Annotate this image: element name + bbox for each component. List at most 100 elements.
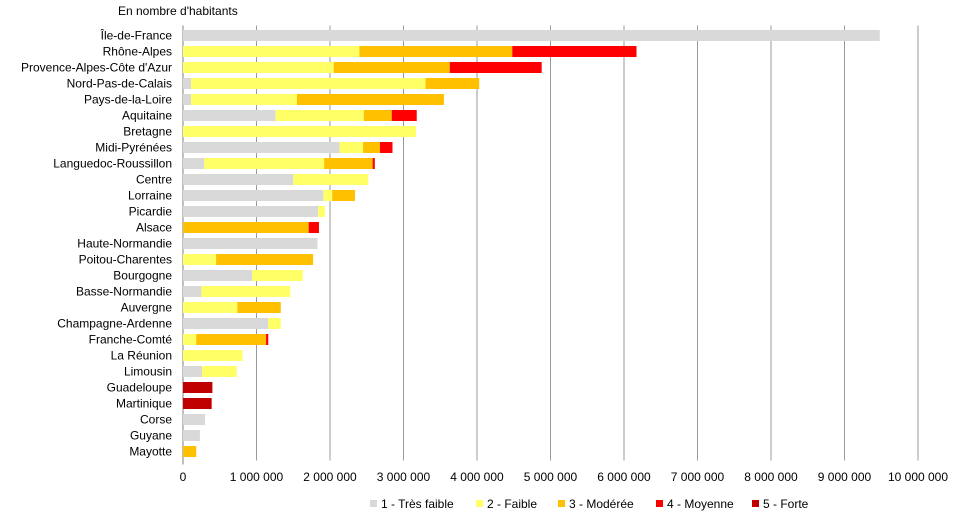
legend: 1 - Très faible 2 - Faible 3 - Modérée 4 - … xyxy=(370,497,809,511)
bar-8-series-4 xyxy=(372,158,375,169)
bar-18-series-1 xyxy=(183,318,269,329)
category-label-15: Bourgogne xyxy=(113,269,172,283)
category-label-19: Franche-Comté xyxy=(89,333,173,347)
bar-1-series-4 xyxy=(512,46,637,57)
category-label-20: La Réunion xyxy=(111,349,172,363)
bar-11-series-1 xyxy=(183,206,319,217)
category-label-22: Guadeloupe xyxy=(107,381,173,395)
bar-16-series-1 xyxy=(183,286,202,297)
legend-label-2: 2 - Faible xyxy=(487,497,537,511)
bar-7-series-2 xyxy=(339,142,364,153)
bar-0-series-1 xyxy=(183,30,880,41)
bar-6-series-2 xyxy=(183,126,416,137)
category-label-13: Haute-Normandie xyxy=(77,237,172,251)
bar-14-series-2 xyxy=(183,254,217,265)
legend-swatch-5 xyxy=(752,500,759,507)
legend-label-1: 1 - Très faible xyxy=(381,497,454,511)
legend-label-4: 4 - Moyenne xyxy=(667,497,734,511)
bar-7-series-1 xyxy=(183,142,340,153)
bar-5-series-1 xyxy=(183,110,276,121)
bar-19-series-4 xyxy=(266,334,269,345)
category-label-3: Nord-Pas-de-Calais xyxy=(67,77,172,91)
category-label-10: Lorraine xyxy=(128,189,172,203)
category-label-21: Limousin xyxy=(124,365,172,379)
bar-22-series-5 xyxy=(183,382,213,393)
x-tick-label-8: 8 000 000 xyxy=(744,470,798,484)
category-label-25: Guyane xyxy=(130,429,172,443)
bar-3-series-2 xyxy=(191,78,426,89)
bar-9-series-1 xyxy=(183,174,294,185)
legend-swatch-1 xyxy=(370,500,377,507)
category-labels: Île-de-France Rhône-Alpes Provence-Alpes-C… xyxy=(21,28,172,459)
bar-24-series-1 xyxy=(183,414,206,425)
x-tick-label-9: 9 000 000 xyxy=(818,470,872,484)
bar-10-series-2 xyxy=(323,190,333,201)
bar-25-series-1 xyxy=(183,430,200,441)
bar-18-series-2 xyxy=(268,318,281,329)
bar-26-series-3 xyxy=(183,446,197,457)
bar-12-series-4 xyxy=(308,222,319,233)
unit-label: En nombre d'habitants xyxy=(118,4,238,18)
category-label-6: Bretagne xyxy=(123,125,172,139)
bar-8-series-1 xyxy=(183,158,205,169)
legend-swatch-3 xyxy=(558,500,565,507)
category-label-14: Poitou-Charentes xyxy=(79,253,172,267)
category-label-26: Mayotte xyxy=(129,445,172,459)
bar-17-series-3 xyxy=(237,302,281,313)
category-label-1: Rhône-Alpes xyxy=(103,45,172,59)
category-label-4: Pays-de-la-Loire xyxy=(84,93,172,107)
category-label-17: Auvergne xyxy=(121,301,173,315)
bar-5-series-2 xyxy=(275,110,364,121)
category-label-24: Corse xyxy=(140,413,172,427)
category-label-5: Aquitaine xyxy=(122,109,172,123)
legend-label-3: 3 - Modérée xyxy=(569,497,634,511)
category-label-16: Basse-Normandie xyxy=(76,285,172,299)
bar-4-series-2 xyxy=(191,94,297,105)
bar-20-series-2 xyxy=(183,350,243,361)
bar-2-series-2 xyxy=(183,62,334,73)
bar-1-series-2 xyxy=(183,46,360,57)
bar-19-series-3 xyxy=(196,334,267,345)
bar-3-series-3 xyxy=(425,78,480,89)
bar-10-series-1 xyxy=(183,190,324,201)
category-label-12: Alsace xyxy=(136,221,172,235)
x-tick-label-5: 5 000 000 xyxy=(524,470,578,484)
bar-8-series-3 xyxy=(324,158,373,169)
bar-13-series-1 xyxy=(183,238,318,249)
bar-16-series-2 xyxy=(201,286,291,297)
x-tick-label-1: 1 000 000 xyxy=(230,470,284,484)
x-tick-label-0: 0 xyxy=(180,470,187,484)
legend-swatch-2 xyxy=(476,500,483,507)
category-label-0: Île-de-France xyxy=(100,28,173,43)
bar-21-series-2 xyxy=(202,366,237,377)
x-tick-label-6: 6 000 000 xyxy=(597,470,651,484)
bar-4-series-3 xyxy=(296,94,444,105)
bar-12-series-3 xyxy=(183,222,309,233)
bar-5-series-4 xyxy=(391,110,417,121)
bar-8-series-2 xyxy=(204,158,325,169)
bar-7-series-4 xyxy=(379,142,393,153)
bar-7-series-3 xyxy=(363,142,380,153)
bar-5-series-3 xyxy=(363,110,392,121)
category-label-8: Languedoc-Roussillon xyxy=(53,157,172,171)
bar-3-series-1 xyxy=(183,78,192,89)
category-label-9: Centre xyxy=(136,173,172,187)
bar-1-series-3 xyxy=(359,46,513,57)
x-tick-label-3: 3 000 000 xyxy=(377,470,431,484)
legend-swatch-4 xyxy=(656,500,663,507)
bar-9-series-2 xyxy=(293,174,369,185)
x-tick-label-4: 4 000 000 xyxy=(450,470,504,484)
bar-2-series-3 xyxy=(333,62,450,73)
category-label-7: Midi-Pyrénées xyxy=(95,141,172,155)
bar-4-series-1 xyxy=(183,94,192,105)
bar-15-series-2 xyxy=(252,270,303,281)
category-label-2: Provence-Alpes-Côte d'Azur xyxy=(21,61,172,75)
x-tick-labels: 0 1 000 000 2 000 000 3 000 000 4 000 000 5 0… xyxy=(180,470,949,484)
x-tick-label-7: 7 000 000 xyxy=(671,470,725,484)
legend-label-5: 5 - Forte xyxy=(763,497,809,511)
bar-10-series-3 xyxy=(332,190,355,201)
bar-17-series-2 xyxy=(183,302,238,313)
category-label-11: Picardie xyxy=(129,205,173,219)
category-label-23: Martinique xyxy=(116,397,172,411)
